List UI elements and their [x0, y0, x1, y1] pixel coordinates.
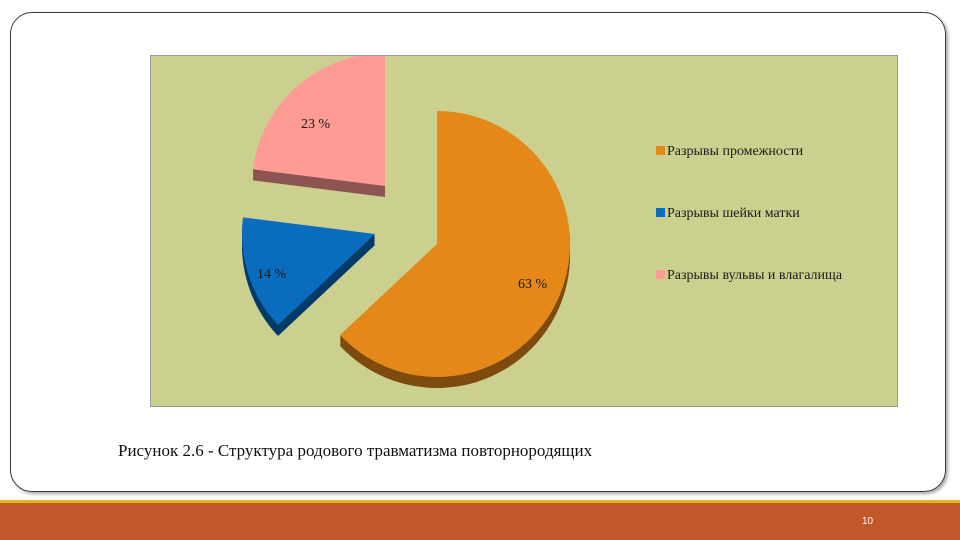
data-label-vulva: 23 %	[301, 117, 331, 132]
legend-swatch-perineum	[656, 146, 665, 155]
pie-slice-perineum	[340, 111, 570, 377]
footer-bar	[0, 500, 960, 540]
legend-item-cervix: Разрывы шейки матки	[656, 206, 800, 222]
data-label-cervix: 14 %	[257, 267, 287, 282]
pie-chart	[242, 56, 570, 388]
legend-item-perineum: Разрывы промежности	[656, 144, 803, 160]
page-number: 10	[862, 516, 874, 527]
figure-caption: Рисунок 2.6 - Структура родового травмат…	[118, 441, 593, 460]
legend-label-perineum: Разрывы промежности	[667, 144, 804, 159]
data-label-perineum: 63 %	[518, 277, 548, 292]
slide-frame	[10, 12, 946, 492]
legend-item-vulva: Разрывы вульвы и влагалища	[656, 268, 842, 284]
legend-label-cervix: Разрывы шейки матки	[667, 206, 800, 221]
legend-swatch-cervix	[656, 208, 665, 217]
pie-slice-cervix	[242, 217, 375, 326]
chart-area: 63 % 14 % 23 % Разрывы промежности Разры…	[150, 55, 898, 407]
legend-label-vulva: Разрывы вульвы и влагалища	[667, 268, 843, 283]
pie-slice-vulva	[253, 56, 385, 186]
legend-swatch-vulva	[656, 270, 665, 279]
